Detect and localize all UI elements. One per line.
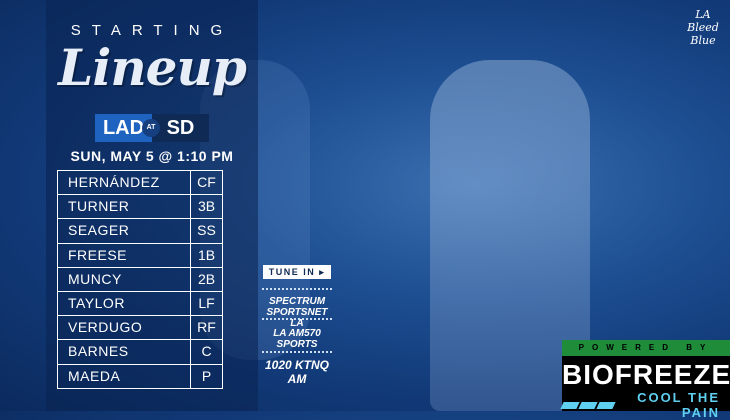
player-name: HERNÁNDEZ	[68, 174, 160, 190]
player-position: CF	[190, 171, 222, 195]
table-row: SEAGER SS	[57, 219, 223, 244]
player-position: RF	[190, 316, 222, 340]
player-name: MAEDA	[68, 367, 121, 384]
lineup-table: for(let i=0;i<9;i++)document.write('<div…	[57, 170, 223, 389]
divider	[262, 318, 332, 320]
home-team: SD	[152, 114, 209, 142]
player-position: 3B	[190, 195, 222, 219]
divider	[262, 351, 332, 353]
spectrum-sportsnet-logo: SPECTRUM SPORTSNET LA	[266, 296, 328, 329]
game-date: SUN, MAY 5 @ 1:10 PM	[70, 148, 234, 164]
player-position: P	[190, 364, 222, 388]
player-position: SS	[190, 219, 222, 243]
player-position: 2B	[190, 267, 222, 291]
table-row: VERDUGO RF	[57, 316, 223, 341]
player-position: C	[190, 340, 222, 364]
at-badge: AT	[142, 119, 160, 137]
tune-in-label: TUNE IN ▸	[263, 265, 331, 279]
bleed-blue-logo: LA Bleed Blue	[687, 8, 719, 47]
player-name: BARNES	[68, 343, 129, 360]
player-name: SEAGER	[68, 222, 130, 239]
player-name: MUNCY	[68, 270, 122, 287]
player-name: TURNER	[68, 198, 130, 215]
matchup: LAD SD AT	[95, 114, 209, 142]
starting-heading: STARTING	[70, 22, 234, 39]
sponsor-name: BIOFREEZE	[562, 359, 730, 390]
table-row: MAEDA P	[57, 364, 223, 389]
table-row: BARNES C	[57, 340, 223, 365]
player-name: FREESE	[68, 246, 128, 263]
player-name: TAYLOR	[68, 294, 125, 311]
table-row: HERNÁNDEZ CF	[57, 171, 223, 196]
table-row: FREESE 1B	[57, 243, 223, 268]
ktnq-1020-logo: 1020 KTNQ AM	[264, 358, 330, 386]
table-row: TAYLOR LF	[57, 291, 223, 317]
sponsor-banner: POWERED BY BIOFREEZE COOL THE PAIN	[560, 340, 730, 420]
powered-by-label: POWERED BY	[562, 340, 730, 356]
stripes-icon	[560, 401, 616, 409]
sponsor-tagline: COOL THE PAIN	[637, 390, 720, 420]
divider	[262, 288, 332, 290]
away-team: LAD	[95, 114, 152, 142]
player-position: LF	[190, 291, 222, 316]
am570-logo: LA AM570 SPORTS	[273, 328, 321, 350]
lineup-heading: Lineup	[58, 38, 247, 97]
table-row: MUNCY 2B	[57, 267, 223, 292]
player-name: VERDUGO	[68, 319, 143, 336]
table-row: TURNER 3B	[57, 195, 223, 220]
player-position: 1B	[190, 243, 222, 267]
